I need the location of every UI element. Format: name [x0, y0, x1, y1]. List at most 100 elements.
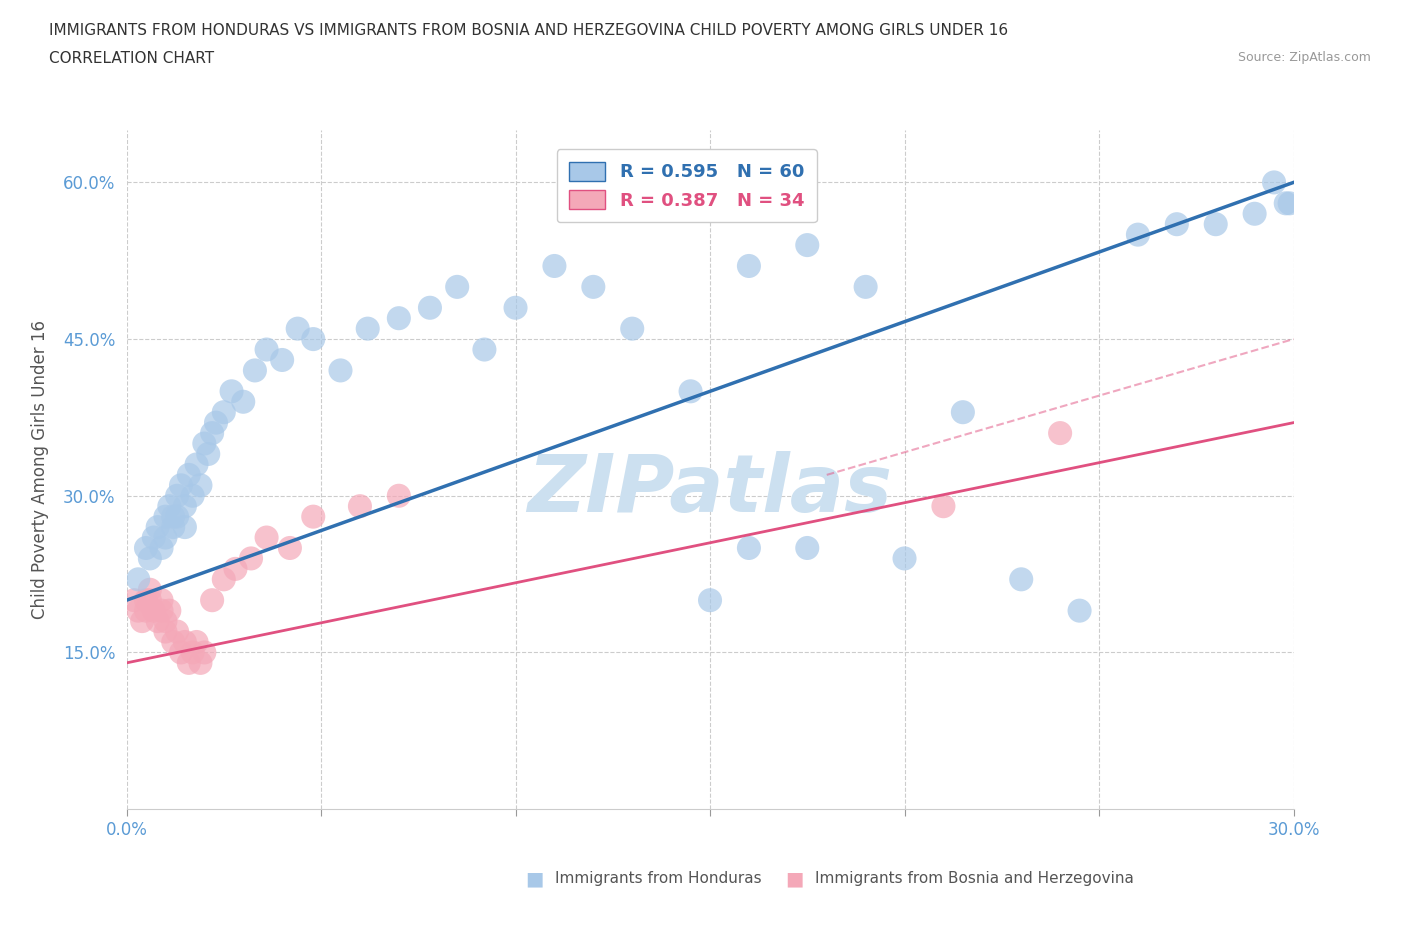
Point [197, 446, 219, 461]
Point [419, 300, 441, 315]
Point [127, 604, 149, 618]
Point [162, 510, 184, 525]
Y-axis label: Child Poverty Among Girls Under 16: Child Poverty Among Girls Under 16 [31, 320, 49, 619]
Point [474, 342, 496, 357]
Point [146, 520, 169, 535]
Text: Immigrants from Honduras: Immigrants from Honduras [555, 871, 762, 886]
Point [124, 592, 146, 607]
Point [166, 488, 188, 503]
Point [621, 321, 644, 336]
Point [139, 592, 162, 607]
Point [349, 498, 371, 513]
Point [170, 645, 193, 660]
Point [302, 510, 325, 525]
Point [1069, 604, 1091, 618]
Point [155, 614, 177, 629]
Point [190, 656, 212, 671]
Point [582, 279, 605, 294]
Point [256, 530, 278, 545]
Legend: R = 0.595   N = 60, R = 0.387   N = 34: R = 0.595 N = 60, R = 0.387 N = 34 [557, 150, 817, 222]
Point [243, 363, 266, 378]
Point [1278, 196, 1301, 211]
Point [1166, 217, 1188, 232]
Point [855, 279, 877, 294]
Point [146, 614, 169, 629]
Point [271, 352, 294, 367]
Point [201, 592, 224, 607]
Text: Source: ZipAtlas.com: Source: ZipAtlas.com [1237, 51, 1371, 64]
Point [157, 498, 180, 513]
Point [796, 540, 818, 555]
Point [932, 498, 955, 513]
Point [193, 645, 215, 660]
Point [135, 540, 157, 555]
Point [212, 572, 235, 587]
Point [135, 592, 157, 607]
Point [162, 634, 184, 649]
Point [543, 259, 565, 273]
Point [240, 551, 263, 565]
Point [193, 436, 215, 451]
Point [131, 614, 153, 629]
Point [505, 300, 527, 315]
Point [221, 384, 243, 399]
Point [155, 530, 177, 545]
Point [1205, 217, 1227, 232]
Point [738, 540, 761, 555]
Point [155, 624, 177, 639]
Point [142, 530, 165, 545]
Point [205, 415, 228, 430]
Point [201, 426, 224, 441]
Point [177, 468, 200, 483]
Point [357, 321, 380, 336]
Point [186, 457, 208, 472]
Point [150, 540, 173, 555]
Point [150, 604, 173, 618]
Point [181, 645, 204, 660]
Point [796, 238, 818, 253]
Point [174, 498, 197, 513]
Point [302, 332, 325, 347]
Point [135, 604, 157, 618]
Point [287, 321, 309, 336]
Point [1243, 206, 1265, 221]
Point [329, 363, 352, 378]
Point [1049, 426, 1071, 441]
Point [278, 540, 301, 555]
Point [166, 510, 188, 525]
Point [190, 478, 212, 493]
Point [1263, 175, 1285, 190]
Point [139, 582, 162, 597]
Point [155, 510, 177, 525]
Point [157, 604, 180, 618]
Point [170, 478, 193, 493]
Point [388, 311, 411, 325]
Point [699, 592, 721, 607]
Point [186, 634, 208, 649]
Point [212, 405, 235, 419]
Point [1274, 196, 1296, 211]
Point [142, 604, 165, 618]
Point [388, 488, 411, 503]
Point [1126, 227, 1149, 242]
Point [181, 488, 204, 503]
Point [174, 520, 197, 535]
Point [139, 551, 162, 565]
Point [679, 384, 702, 399]
Point [1010, 572, 1032, 587]
Text: Immigrants from Bosnia and Herzegovina: Immigrants from Bosnia and Herzegovina [815, 871, 1135, 886]
Text: ZIPatlas: ZIPatlas [527, 451, 893, 529]
Text: ■: ■ [524, 870, 544, 888]
Text: IMMIGRANTS FROM HONDURAS VS IMMIGRANTS FROM BOSNIA AND HERZEGOVINA CHILD POVERTY: IMMIGRANTS FROM HONDURAS VS IMMIGRANTS F… [49, 23, 1008, 38]
Point [150, 592, 173, 607]
Point [127, 572, 149, 587]
Point [174, 634, 197, 649]
Point [162, 520, 184, 535]
Point [224, 562, 246, 577]
Point [446, 279, 468, 294]
Point [166, 624, 188, 639]
Point [952, 405, 974, 419]
Point [177, 656, 200, 671]
Point [256, 342, 278, 357]
Point [232, 394, 254, 409]
